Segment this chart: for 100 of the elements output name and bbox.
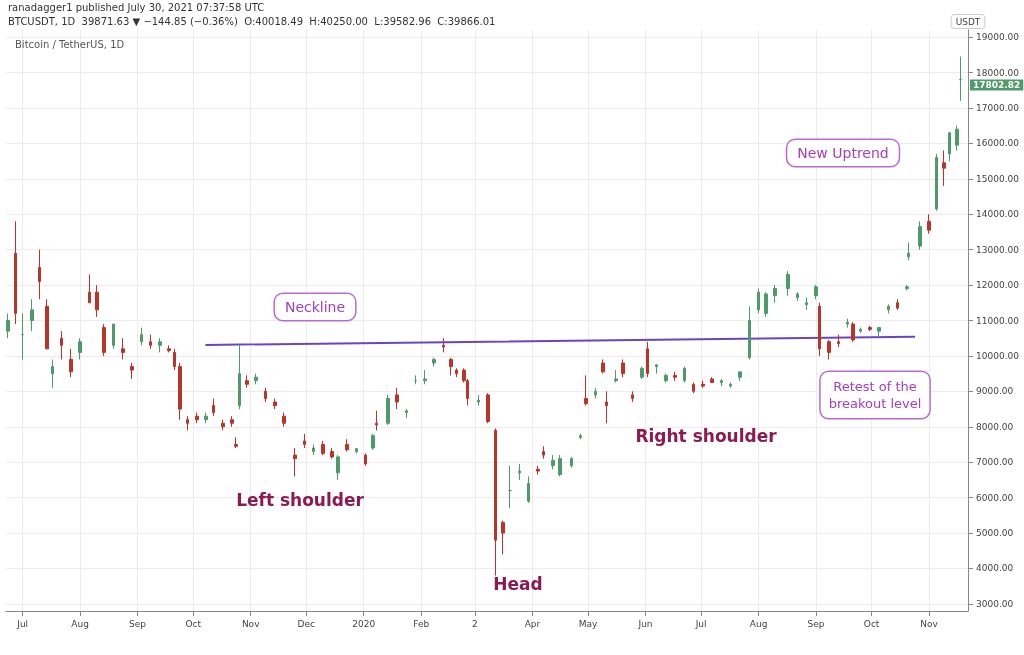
candlestick (907, 242, 910, 261)
annotation: 17802.82 (973, 80, 1021, 90)
candlestick (605, 390, 608, 424)
candlestick (158, 337, 162, 353)
candlestick (757, 288, 760, 314)
x-tick-label: Nov (241, 618, 261, 629)
candlestick (935, 153, 938, 212)
candlestick (195, 412, 199, 424)
candlestick (386, 394, 390, 426)
text: Bitcoin / TetherUS, 1D (15, 38, 125, 50)
candlestick (51, 358, 54, 389)
candlestick (536, 465, 540, 476)
x-tick-label: Aug (71, 618, 89, 629)
candlestick (423, 369, 427, 385)
candlestick (877, 327, 881, 337)
candlestick (254, 373, 258, 385)
x-tick-label: 2020 (352, 618, 376, 629)
candlestick (455, 367, 458, 378)
annotation: Retest of the breakout level (828, 379, 922, 411)
candlestick (918, 220, 922, 251)
x-tick-label: Jul (694, 618, 707, 629)
candlestick (273, 397, 277, 410)
x-tick-label: Oct (185, 618, 202, 629)
candlestick (121, 337, 125, 360)
candlestick (221, 419, 225, 431)
candlestick (312, 443, 315, 456)
candlestick (570, 456, 573, 469)
candlestick (846, 318, 849, 329)
candlestick (594, 387, 597, 399)
candlestick (948, 132, 951, 162)
y-tick-label: 18000.00 (976, 67, 1020, 78)
y-tick-label: 7000.00 (976, 457, 1014, 468)
candlestick (78, 337, 82, 360)
y-axis-title: USDT (955, 16, 981, 27)
candlestick (112, 323, 115, 350)
candlestick (494, 428, 497, 577)
candlestick (477, 394, 480, 407)
y-tick-label: 10000.00 (976, 350, 1020, 361)
candlestick (905, 284, 909, 291)
y-tick-label: 5000.00 (976, 528, 1014, 539)
y-tick-label: 12000.00 (976, 280, 1020, 291)
y-tick-label: 16000.00 (976, 138, 1020, 149)
x-tick-label: May (578, 618, 598, 629)
candlestick (204, 412, 208, 424)
x-tick-label: 2 (472, 618, 478, 629)
candlestick (805, 296, 808, 311)
x-tick-label: Sep (129, 618, 147, 629)
candlestick (683, 366, 686, 383)
x-tick-label: Sep (807, 618, 825, 629)
candlestick (518, 463, 521, 481)
candlestick (167, 344, 171, 353)
candlestick (95, 284, 99, 318)
candlestick (558, 454, 562, 477)
candlestick (887, 304, 890, 314)
x-tick-label: Aug (749, 618, 768, 629)
candlestick (664, 373, 668, 383)
candlestick (551, 454, 555, 470)
candlestick (814, 284, 818, 300)
candlestick (264, 387, 267, 403)
candlestick (673, 371, 677, 382)
candlestick (851, 321, 855, 343)
x-tick-label: Oct (863, 618, 880, 629)
candlestick (701, 380, 705, 389)
candlestick (621, 358, 625, 378)
candlestick (692, 382, 695, 394)
candlestick (508, 465, 512, 509)
candlestick (102, 323, 106, 357)
candlestick (140, 327, 143, 346)
candlestick (38, 249, 41, 300)
x-tick-label: Nov (920, 618, 939, 629)
candlestick (355, 447, 358, 454)
candlestick (748, 305, 751, 360)
candlestick (786, 270, 790, 297)
candlestick (764, 291, 768, 318)
candlestick (293, 447, 297, 477)
candlestick (614, 369, 618, 383)
annotation: Neckline (284, 299, 346, 315)
candlestick (868, 325, 872, 332)
candlestick (542, 445, 545, 460)
candlestick (186, 415, 189, 431)
candlestick (303, 433, 306, 449)
y-tick-label: 8000.00 (976, 421, 1014, 432)
candlestick (818, 302, 821, 357)
candlestick (375, 410, 378, 431)
candlestick (14, 220, 17, 325)
candlestick (927, 213, 931, 235)
candlestick (631, 390, 634, 403)
candlestick (896, 298, 899, 311)
text: ranadagger1 published July 30, 2021 07:37:58 UTC (8, 1, 265, 13)
candlestick (442, 337, 445, 353)
candlestick (336, 454, 340, 481)
candlestick (527, 475, 530, 504)
candlestick (234, 436, 238, 449)
candlestick (942, 149, 946, 187)
candlestick (432, 357, 436, 368)
candlestick (69, 348, 73, 378)
y-tick-label: 11000.00 (976, 315, 1020, 326)
candlestick (238, 344, 241, 410)
candlestick (330, 447, 334, 460)
x-tick-label: Apr (524, 618, 541, 629)
